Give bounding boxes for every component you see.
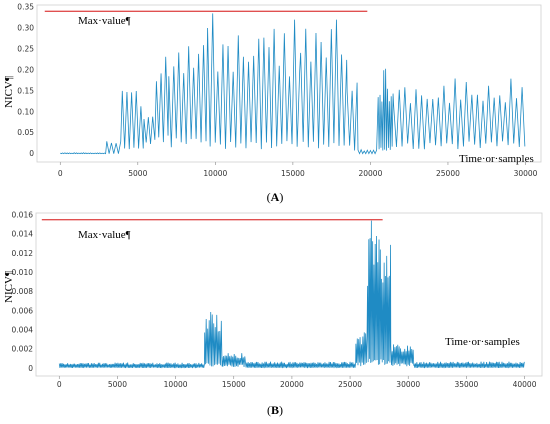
x-tick-label: 10000 [203, 169, 227, 178]
panel-a: 0 0.05 0.10 0.15 0.20 0.25 0.30 0.35 0 5000 10000… [3, 3, 542, 204]
y-tick-label: 0.20 [17, 65, 34, 74]
panel-b-caption: (B) [267, 403, 283, 417]
y-tick-label: 0.016 [12, 210, 34, 219]
x-tick-label: 30000 [396, 380, 420, 389]
x-tick-label: 5000 [128, 169, 147, 178]
panel-a-x-axis: 0 5000 10000 15000 20000 25000 30000 [58, 162, 538, 178]
panel-a-time-samples-label: Time·or·samples [459, 153, 534, 165]
panel-b-max-value-label: Max·value¶ [78, 229, 131, 241]
x-tick-label: 10000 [164, 380, 188, 389]
panel-a-nicv-series [60, 13, 526, 155]
x-tick-label: 15000 [222, 380, 246, 389]
y-tick-label: 0.006 [12, 306, 34, 315]
panel-a-plot-frame [36, 4, 542, 163]
y-tick-label: 0.012 [12, 249, 34, 258]
x-tick-label: 0 [58, 169, 63, 178]
y-tick-label: 0 [28, 364, 33, 373]
y-tick-label: 0.014 [12, 230, 34, 239]
y-tick-label: 0.008 [12, 287, 34, 296]
panel-a-y-axis-label: NICV¶ [3, 76, 15, 108]
x-tick-label: 0 [57, 380, 62, 389]
x-tick-label: 20000 [358, 169, 382, 178]
panel-a-caption: (A) [267, 190, 284, 204]
panel-b-plot-frame [35, 212, 543, 377]
panel-b-y-axis-label: NICV¶ [3, 271, 15, 303]
y-tick-label: 0.05 [17, 128, 34, 137]
x-tick-label: 15000 [281, 169, 305, 178]
x-tick-label: 25000 [436, 169, 460, 178]
y-tick-label: 0.35 [17, 3, 34, 12]
x-tick-label: 20000 [280, 380, 304, 389]
panel-b: 0 0.002 0.004 0.006 0.008 0.010 0.012 0.014 0.01… [3, 210, 543, 417]
y-tick-label: 0.25 [17, 44, 34, 53]
x-tick-label: 40000 [513, 380, 537, 389]
y-tick-label: 0.004 [12, 325, 34, 334]
x-tick-label: 5000 [108, 380, 127, 389]
y-tick-label: 0.010 [12, 268, 34, 277]
x-tick-label: 25000 [338, 380, 362, 389]
panel-b-nicv-series [58, 220, 525, 369]
panel-a-max-value-label: Max·value¶ [78, 15, 131, 27]
panel-b-y-axis: 0 0.002 0.004 0.006 0.008 0.010 0.012 0.014 0.01… [12, 210, 34, 372]
y-tick-label: 0.30 [17, 24, 34, 33]
x-tick-label: 35000 [454, 380, 478, 389]
panel-b-x-axis: 0 5000 10000 15000 20000 25000 30000 35000 40000 [57, 376, 537, 389]
panel-b-time-samples-label: Time·or·samples [445, 336, 520, 348]
y-tick-label: 0.15 [17, 86, 34, 95]
x-tick-label: 30000 [514, 169, 538, 178]
panel-a-y-axis: 0 0.05 0.10 0.15 0.20 0.25 0.30 0.35 [17, 3, 34, 159]
y-tick-label: 0 [29, 149, 34, 158]
y-tick-label: 0.10 [17, 107, 34, 116]
y-tick-label: 0.002 [12, 345, 34, 354]
